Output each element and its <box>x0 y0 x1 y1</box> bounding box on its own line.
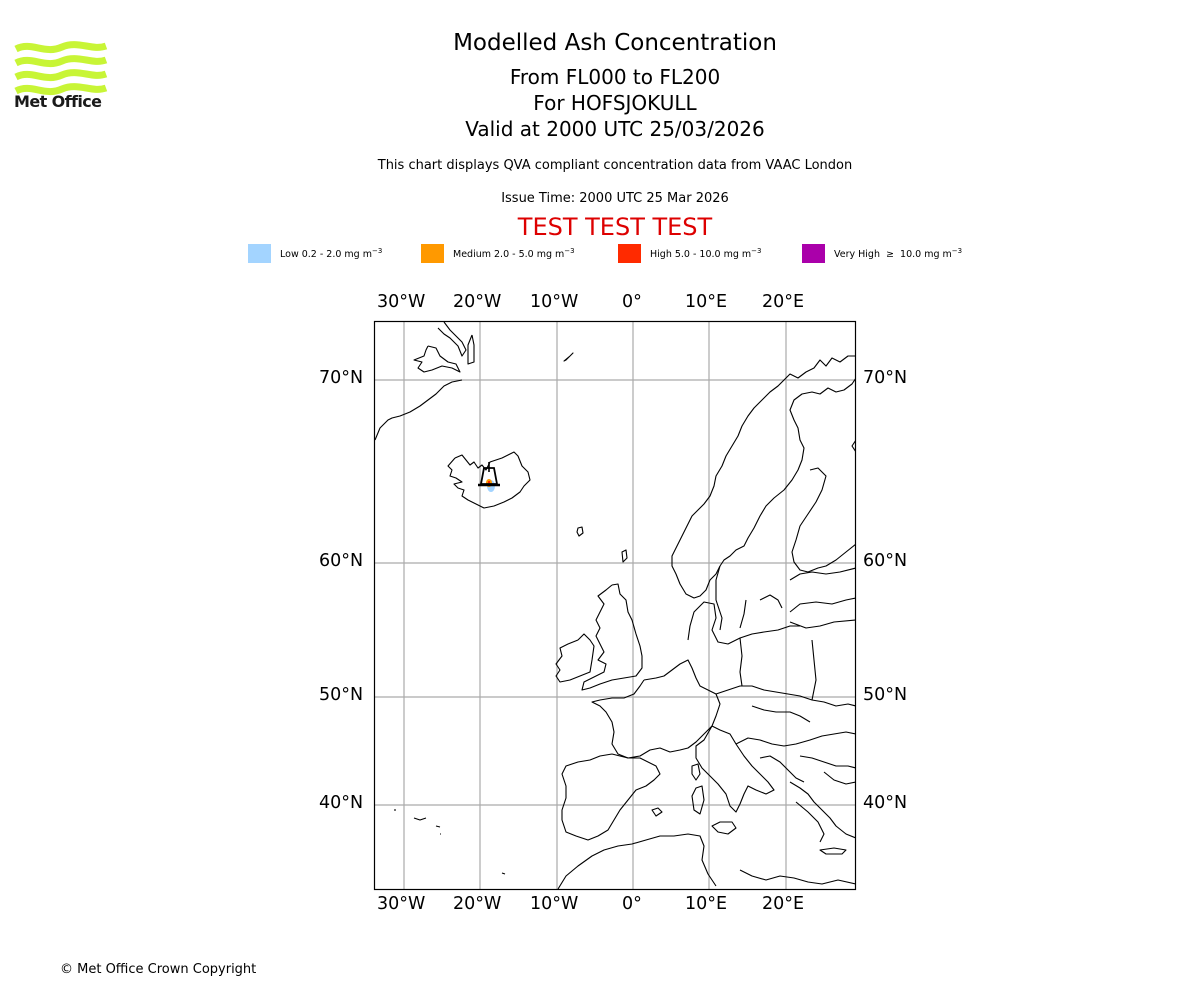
lat-label-left-60n: 60°N <box>319 551 364 571</box>
lat-label-right-60n: 60°N <box>863 551 908 571</box>
coastlines <box>375 322 855 889</box>
legend-item-high: High 5.0 - 10.0 mg m−3 <box>618 244 762 263</box>
map-gridlines <box>375 322 855 889</box>
test-banner: TEST TEST TEST <box>517 213 713 241</box>
lon-label-top-30w: 30°W <box>377 292 426 312</box>
flight-level-range: From FL000 to FL200 <box>509 65 721 89</box>
legend-item-medium: Medium 2.0 - 5.0 mg m−3 <box>421 244 575 263</box>
lat-label-left-40n: 40°N <box>319 793 364 813</box>
lon-label-bottom-20w: 20°W <box>453 894 502 914</box>
lat-label-right-70n: 70°N <box>863 368 908 388</box>
legend-label-medium: Medium 2.0 - 5.0 mg m−3 <box>453 246 575 261</box>
lon-label-top-0: 0° <box>622 292 642 312</box>
lon-label-bottom-20e: 20°E <box>762 894 805 914</box>
legend-label-high: High 5.0 - 10.0 mg m−3 <box>650 246 762 261</box>
legend-item-very-high: Very High ≥ 10.0 mg m−3 <box>802 244 962 263</box>
legend-label-very-high: Very High ≥ 10.0 mg m−3 <box>834 246 963 261</box>
map-frame <box>373 320 857 891</box>
legend-swatch-very-high <box>802 244 825 263</box>
lon-label-bottom-0: 0° <box>622 894 642 914</box>
met-office-logo-icon <box>14 41 108 96</box>
met-office-logo-text: Met Office <box>14 92 102 111</box>
legend-swatch-high <box>618 244 641 263</box>
legend-swatch-medium <box>421 244 444 263</box>
valid-time: Valid at 2000 UTC 25/03/2026 <box>465 117 765 141</box>
lon-label-bottom-30w: 30°W <box>377 894 426 914</box>
legend-swatch-low <box>248 244 271 263</box>
legend-label-low: Low 0.2 - 2.0 mg m−3 <box>280 246 383 261</box>
lon-label-top-10e: 10°E <box>685 292 728 312</box>
volcano-icon <box>478 462 500 487</box>
lon-label-bottom-10w: 10°W <box>530 894 579 914</box>
lon-label-top-20w: 20°W <box>453 292 502 312</box>
lat-label-left-50n: 50°N <box>319 685 364 705</box>
lat-label-left-70n: 70°N <box>319 368 364 388</box>
legend-item-low: Low 0.2 - 2.0 mg m−3 <box>248 244 382 263</box>
copyright-notice: © Met Office Crown Copyright <box>60 962 257 977</box>
issue-time: Issue Time: 2000 UTC 25 Mar 2026 <box>501 191 729 206</box>
data-source-note: This chart displays QVA compliant concen… <box>377 158 853 173</box>
lat-label-right-40n: 40°N <box>863 793 908 813</box>
chart-title: Modelled Ash Concentration <box>453 30 777 56</box>
chart-subtitles: From FL000 to FL200 For HOFSJOKULL Valid… <box>0 64 1200 142</box>
volcano-name: For HOFSJOKULL <box>533 91 697 115</box>
lon-label-top-10w: 10°W <box>530 292 579 312</box>
lat-label-right-50n: 50°N <box>863 685 908 705</box>
lon-label-bottom-10e: 10°E <box>685 894 728 914</box>
lon-label-top-20e: 20°E <box>762 292 805 312</box>
